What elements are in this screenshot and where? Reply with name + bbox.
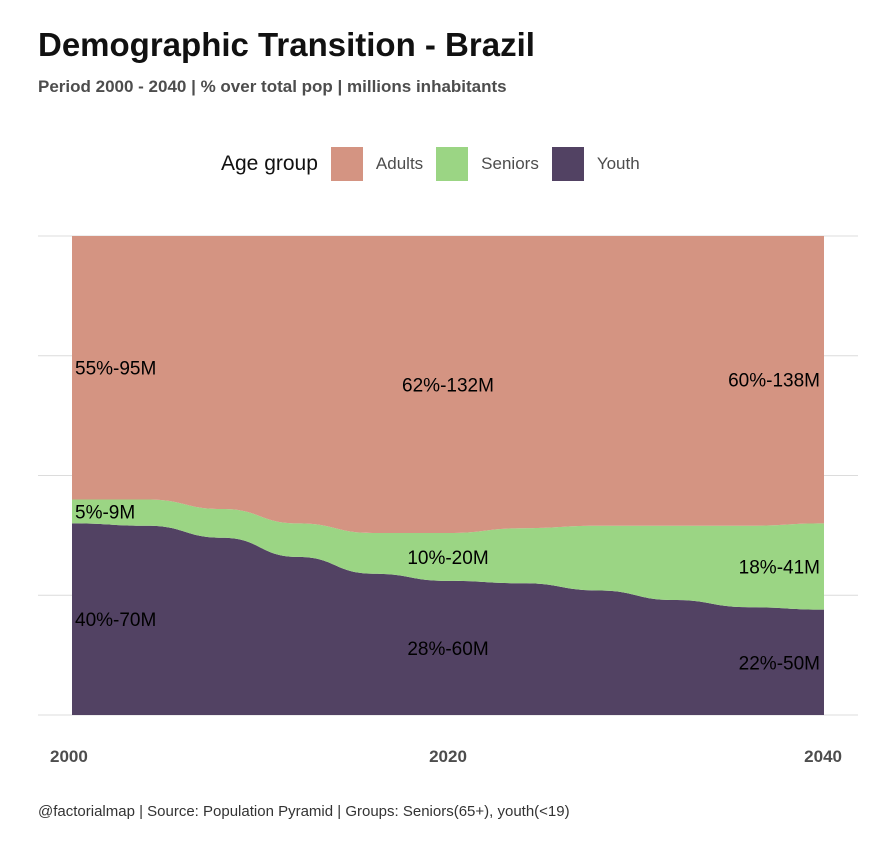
- legend-item-adults: Adults: [330, 147, 424, 181]
- area-chart: 2000 2020 2040 55%-95M 62%-132M 60%-138M 5%-9…: [38, 235, 858, 766]
- area-youth: [72, 523, 824, 715]
- x-tick-2000: 2000: [50, 747, 88, 766]
- data-label-youth-2020: 28%-60M: [407, 639, 488, 660]
- data-label-adults-2040: 60%-138M: [728, 371, 820, 392]
- chart-subtitle: Period 2000 - 2040 | % over total pop | …: [38, 77, 507, 96]
- data-label-seniors-2020: 10%-20M: [407, 548, 488, 569]
- legend-swatch-adults: [330, 147, 363, 181]
- legend-label-youth: Youth: [596, 154, 640, 173]
- data-label-adults-2020: 62%-132M: [402, 375, 494, 396]
- chart-caption: @factorialmap | Source: Population Pyram…: [38, 803, 570, 820]
- x-tick-2020: 2020: [429, 747, 467, 766]
- chart-title: Demographic Transition - Brazil: [38, 26, 535, 63]
- legend: Age group Adults Seniors Youth: [221, 146, 653, 182]
- area-seniors: [72, 499, 824, 610]
- data-label-youth-2040: 22%-50M: [739, 653, 820, 674]
- area-series: [72, 236, 824, 715]
- legend-item-seniors: Seniors: [436, 147, 539, 181]
- x-axis-ticks: 2000 2020 2040: [50, 747, 842, 766]
- data-label-adults-2000: 55%-95M: [75, 359, 156, 380]
- data-labels: 55%-95M 62%-132M 60%-138M 5%-9M 10%-20M 18%-4…: [75, 359, 820, 675]
- area-adults: [72, 236, 824, 533]
- legend-swatch-youth: [551, 147, 584, 181]
- data-label-seniors-2040: 18%-41M: [739, 558, 820, 579]
- legend-label-adults: Adults: [375, 154, 424, 173]
- x-tick-2040: 2040: [804, 747, 842, 766]
- legend-title: Age group: [221, 152, 318, 175]
- data-label-seniors-2000: 5%-9M: [75, 502, 135, 523]
- legend-label-seniors: Seniors: [481, 154, 539, 173]
- data-label-youth-2000: 40%-70M: [75, 610, 156, 631]
- legend-swatch-seniors: [436, 147, 469, 181]
- legend-item-youth: Youth: [551, 147, 640, 181]
